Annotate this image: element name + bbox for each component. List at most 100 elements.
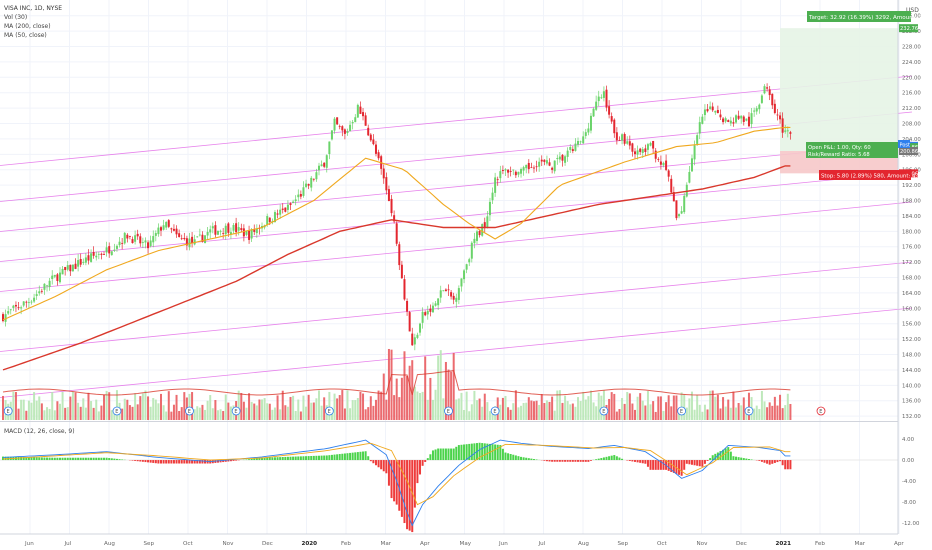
candle-body [597,96,600,102]
macd-histogram-bar [470,443,473,461]
volume-bar [105,390,108,420]
macd-histogram-bar [784,460,787,470]
earnings-event-circle [185,406,194,416]
candle-body [532,167,535,169]
candle-body [35,294,38,297]
candle-body [447,289,450,291]
volume-bars [2,348,792,420]
time-tick-label: 2020 [302,541,318,547]
macd-histogram-bar [595,459,598,461]
volume-bar [566,401,569,420]
volume-bar [183,392,186,420]
price-tick-label: 140.00 [902,383,921,389]
volume-bar [281,390,284,420]
candle-body [211,226,214,229]
candle-body [512,169,515,171]
macd-histogram-bar [545,460,548,462]
target-box[interactable]: Target: 32.92 (16.39%) 3292, Amount: 264 [807,11,930,22]
volume-bar [372,405,375,420]
ma50-line [2,126,791,321]
candle-body [623,134,626,144]
candle-body [444,289,447,292]
volume-bar [670,406,673,420]
volume-bar [463,409,466,420]
candle-body [722,118,725,123]
candle-body [403,279,406,300]
macd-histogram-bar [20,456,23,461]
candle-body [273,212,276,223]
candle-body [100,253,103,255]
candle-body [193,239,196,245]
volume-bar [224,394,227,420]
macd-histogram-bar [742,458,745,461]
candle-body [58,272,61,283]
candle-body [732,122,735,124]
macd-histogram-bar [227,460,230,462]
time-tick-label: Jul [538,541,546,547]
candle-body [527,162,530,170]
candle-body [455,297,458,302]
volume-bar [196,406,199,420]
macd-histogram-bar [758,460,761,461]
macd-histogram-bar [144,460,147,463]
volume-bar [740,405,743,420]
volume-bar [178,411,181,420]
volume-bar [204,409,207,420]
volume-bar [38,396,41,420]
time-tick-label: Dec [736,541,747,547]
macd-histogram-bar [336,454,339,461]
macd-histogram-bar [250,458,253,461]
macd-histogram-bar [40,457,43,461]
volume-bar [742,397,745,420]
macd-histogram-bar [369,460,372,462]
candle-body [698,122,701,134]
volume-bar [154,399,157,420]
volume-bar [328,391,331,420]
candle-body [753,110,756,112]
candle-body [654,150,657,159]
volume-bar [40,403,43,420]
candle-body [579,141,582,143]
post-tag-bg [898,140,910,148]
candle-body [328,141,331,154]
candle-body [154,233,157,236]
open-pl-box[interactable]: Open P&L: 1.00, Qty: 60 Risk/Reward Rati… [806,142,898,158]
volume-bar [683,394,686,420]
volume-bar [77,402,80,420]
candle-body [377,152,380,159]
volume-bar [488,411,491,420]
price-tick-label: 228.00 [902,45,921,51]
candle-body [9,309,12,311]
macd-histogram-bar [789,460,792,470]
macd-histogram-bar [90,457,93,461]
macd-histogram-bar [66,457,69,461]
candle-body [688,171,691,183]
candle-body [483,222,486,229]
macd-histogram-bar [486,443,489,461]
macd-histogram-bar [662,460,665,470]
volume-bar [584,399,587,420]
volume-bar [608,398,611,420]
stop-box[interactable]: Stop: 5.80 (2.89%) 580, Amount: 4.8 [819,170,921,180]
price-tick-label: 132.00 [902,414,921,420]
macd-histogram-bar [134,460,137,461]
candle-body [602,91,605,98]
macd-histogram-bar [481,443,484,461]
macd-histogram-bar [351,452,354,461]
candle-body [48,280,51,288]
volume-bar [134,393,137,420]
target-zone [780,28,898,152]
macd-histogram-bar [509,453,512,461]
volume-bar [180,407,183,420]
volume-bar [520,405,523,420]
candle-body [509,170,512,172]
candle-body [17,307,20,309]
volume-bar [74,392,77,420]
volume-bar [237,390,240,420]
macd-histogram-bar [276,457,279,461]
volume-bar [227,402,230,420]
candle-body [429,308,432,312]
macd-histogram-bar [750,459,753,461]
